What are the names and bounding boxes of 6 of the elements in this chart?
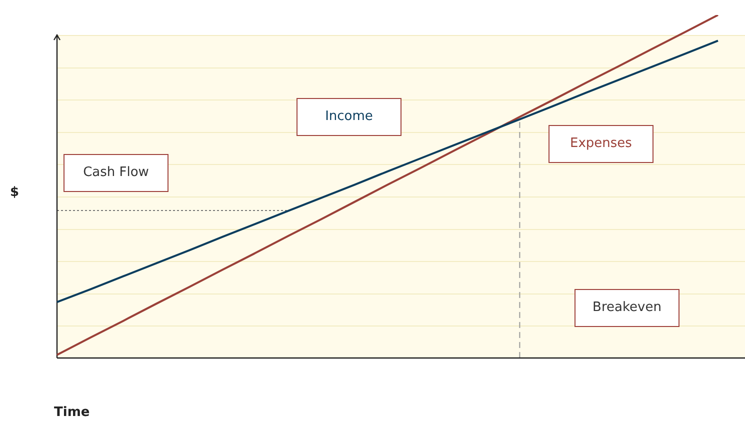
text-box: Cash Flow [64,154,168,192]
x-axis-title: Time [54,405,90,420]
y-axis-title: $ [10,185,20,200]
text-box: Expenses [548,125,654,163]
text-box: Breakeven [574,289,680,327]
text-box: Income [296,98,402,136]
